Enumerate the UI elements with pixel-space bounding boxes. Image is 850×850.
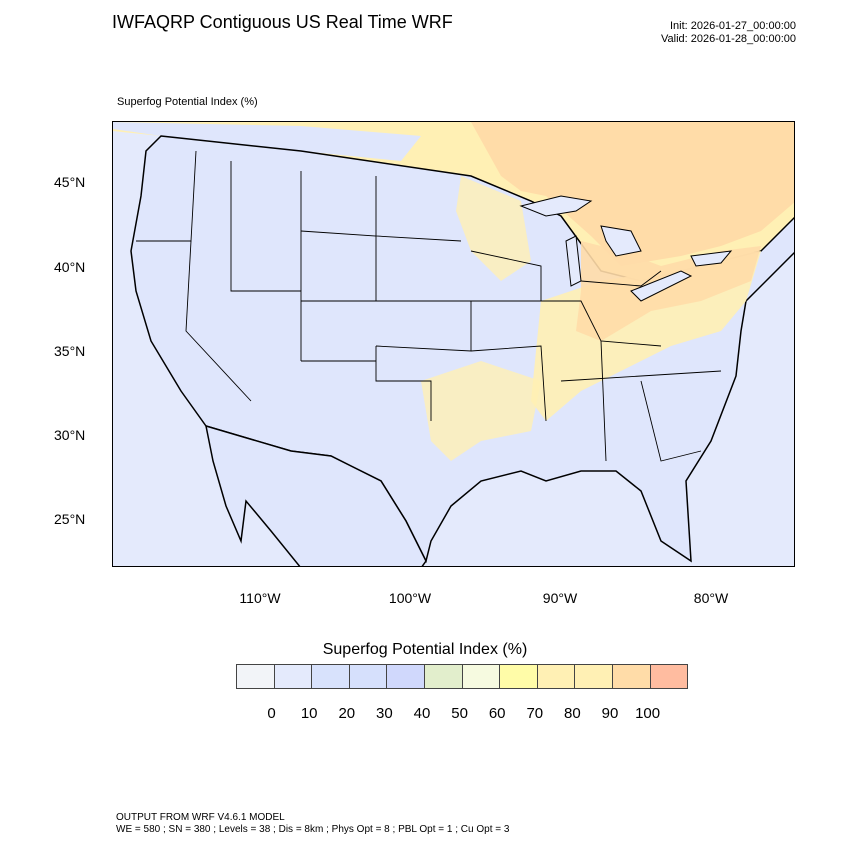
colorbar-swatch-2: [312, 665, 350, 688]
colorbar-swatch-9: [575, 665, 613, 688]
lon-label-100: 100°W: [388, 590, 432, 606]
colorbar-label: 10: [300, 705, 318, 722]
lon-label-80: 80°W: [693, 590, 729, 606]
footer-model: OUTPUT FROM WRF V4.6.1 MODEL: [116, 812, 285, 823]
colorbar-swatch-11: [650, 665, 688, 688]
texas-yellow: [421, 361, 541, 461]
colorbar-label: 40: [413, 705, 431, 722]
colorbar-label: 80: [564, 705, 581, 722]
colorbar-label: 20: [338, 705, 356, 722]
colorbar-label: 0: [267, 705, 276, 722]
colorbar-label: 60: [488, 705, 506, 722]
colorbar-swatch-0: [237, 665, 275, 688]
colorbar-label: 100: [635, 705, 661, 722]
footer-config: WE = 580 ; SN = 380 ; Levels = 38 ; Dis …: [116, 824, 510, 835]
field-label: Superfog Potential Index (%): [117, 96, 258, 108]
lat-label-35: 35°N: [54, 343, 86, 359]
map-panel: [112, 121, 797, 569]
lat-label-40: 40°N: [54, 259, 86, 275]
colorbar-label: 50: [451, 705, 468, 722]
lat-label-45: 45°N: [54, 174, 86, 190]
colorbar-label: 30: [376, 705, 393, 722]
colorbar-label: 70: [526, 705, 544, 722]
colorbar-swatch-5: [424, 665, 463, 688]
lon-label-90: 90°W: [542, 590, 578, 606]
colorbar-swatch-3: [349, 665, 388, 688]
init-time: Init: 2026-01-27_00:00:00: [670, 20, 796, 32]
colorbar-swatch-1: [274, 665, 313, 688]
colorbar: [236, 664, 689, 689]
colorbar-swatch-7: [500, 665, 538, 688]
map-svg: [113, 122, 797, 569]
valid-time: Valid: 2026-01-28_00:00:00: [661, 33, 796, 45]
colorbar-label: 90: [601, 705, 619, 722]
state-boundaries: [136, 150, 722, 462]
colorbar-swatch-8: [537, 665, 576, 688]
colorbar-swatch-4: [387, 665, 425, 688]
colorbar-swatch-10: [612, 665, 651, 688]
lat-label-25: 25°N: [54, 511, 86, 527]
lat-label-30: 30°N: [54, 427, 86, 443]
plot-title: IWFAQRP Contiguous US Real Time WRF: [112, 12, 453, 32]
colorbar-title: Superfog Potential Index (%): [322, 641, 528, 658]
colorbar-swatch-6: [462, 665, 501, 688]
ohio-valley-orange: [576, 241, 761, 341]
lon-label-110: 110°W: [239, 590, 281, 606]
canada-west-low: [113, 122, 421, 161]
plains-yellow: [456, 176, 531, 281]
canada-high: [471, 122, 796, 266]
